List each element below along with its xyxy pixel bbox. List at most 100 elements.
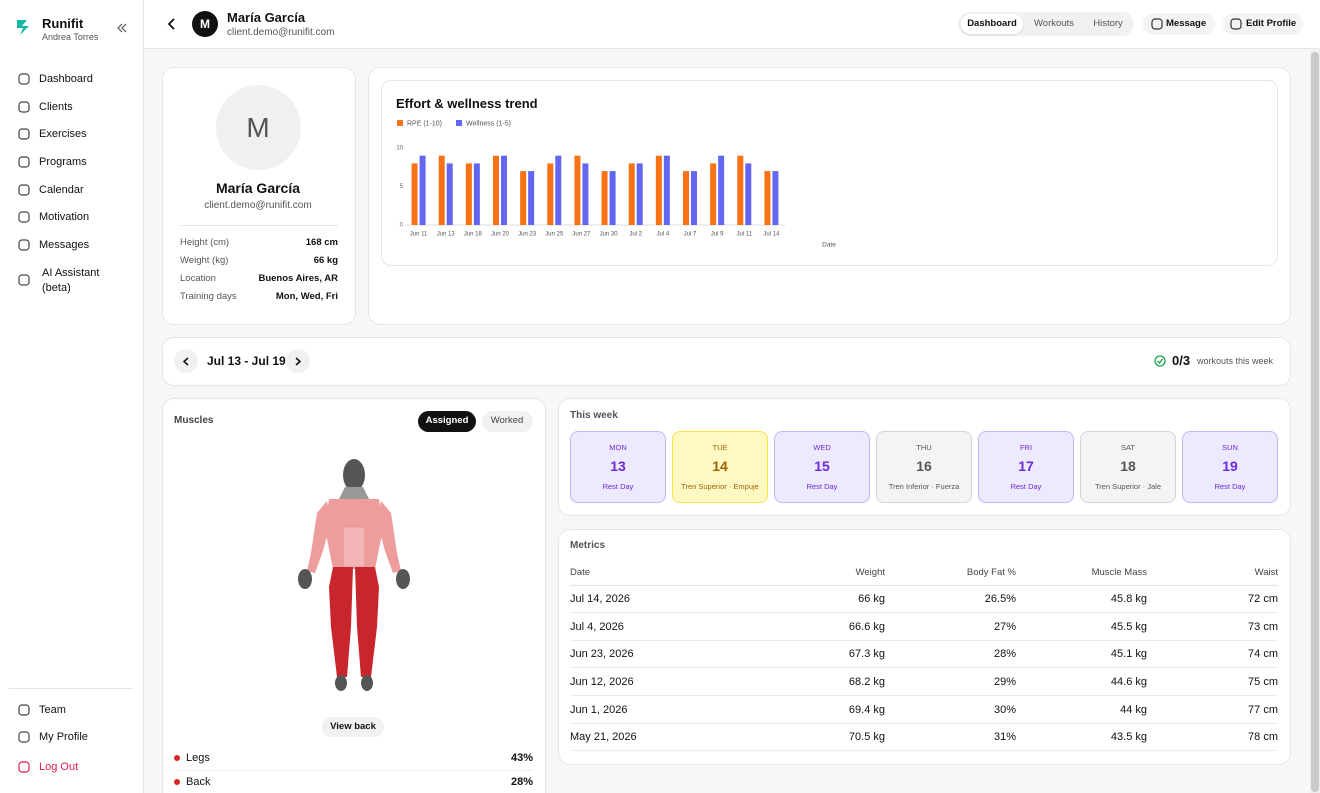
prev-arrow <box>182 357 189 366</box>
nav-item[interactable]: Team <box>39 704 66 716</box>
icon-shape <box>18 73 30 85</box>
day-label[interactable]: Rest Day <box>1010 482 1042 491</box>
day-cell[interactable] <box>672 431 768 503</box>
toggle-worked[interactable] <box>482 411 533 432</box>
bar <box>601 171 608 225</box>
toggle-label[interactable]: Worked <box>490 415 524 426</box>
nav-item[interactable]: Programs <box>39 156 87 168</box>
nav-item[interactable]: Motivation <box>39 211 90 223</box>
day-date[interactable]: 15 <box>814 458 830 474</box>
icon <box>1151 18 1163 30</box>
logo <box>17 20 29 35</box>
nav-item[interactable]: AI Assistant (beta) <box>42 267 100 294</box>
day-label[interactable]: Rest Day <box>1214 482 1246 491</box>
nav-item[interactable]: Calendar <box>39 184 84 196</box>
prev-week[interactable] <box>174 349 198 373</box>
day-label[interactable]: Rest Day <box>602 482 634 491</box>
nav-item[interactable]: Clients <box>39 101 73 113</box>
day-name[interactable]: SUN <box>1222 443 1238 452</box>
nav-item[interactable]: Dashboard <box>39 73 93 85</box>
icon <box>18 73 30 85</box>
abs <box>342 526 366 568</box>
head <box>343 459 365 491</box>
nav-item[interactable]: Log Out <box>39 761 79 773</box>
x-tick-label: Jun 25 <box>545 232 564 238</box>
field-value: Mon, Wed, Fri <box>275 291 338 302</box>
sidebar-divider <box>9 688 133 689</box>
nav-item[interactable]: Exercises <box>39 128 87 140</box>
metric-cell: 43.5 kg <box>1110 731 1147 743</box>
day-name[interactable]: FRI <box>1019 443 1033 452</box>
day-cell[interactable] <box>978 431 1074 503</box>
day-cell[interactable] <box>876 431 972 503</box>
day-date[interactable]: 16 <box>916 458 932 474</box>
day-date[interactable]: 19 <box>1222 458 1238 474</box>
day-name[interactable]: WED <box>813 443 831 452</box>
day-name[interactable]: TUE <box>712 443 728 452</box>
bar <box>745 163 752 225</box>
toggle-label[interactable]: Assigned <box>425 415 469 426</box>
day-label[interactable]: Tren Superior · Empuje <box>681 482 759 491</box>
metric-cell: May 21, 2026 <box>570 731 637 743</box>
week-range: Jul 13 - Jul 19 <box>207 354 286 368</box>
column-header: Waist <box>1254 567 1278 578</box>
x-axis-label: Date <box>822 242 836 249</box>
day-date[interactable]: 17 <box>1018 458 1034 474</box>
week-bar <box>162 337 1291 386</box>
day-label[interactable]: Tren Superior · Jale <box>1095 482 1161 491</box>
day-date[interactable]: 18 <box>1120 458 1136 474</box>
y-tick-label: 5 <box>400 184 404 190</box>
message-label[interactable]: Message <box>1166 18 1207 29</box>
day-label[interactable]: Tren Inferior · Fuerza <box>888 482 960 491</box>
metric-cell: 74 cm <box>1248 648 1278 660</box>
x-tick-label: Jul 9 <box>711 232 724 238</box>
logo-mark <box>17 20 29 35</box>
day-cell[interactable] <box>1182 431 1278 503</box>
row-divider <box>570 585 1278 586</box>
edit-profile-label[interactable]: Edit Profile <box>1246 18 1297 29</box>
body-figure <box>298 459 410 691</box>
day-cell[interactable] <box>1080 431 1176 503</box>
check-ring <box>1154 355 1166 367</box>
tab[interactable]: History <box>1093 18 1123 29</box>
bar <box>501 155 507 225</box>
icon <box>18 156 30 168</box>
nav-item[interactable]: Messages <box>39 239 90 251</box>
day-label[interactable]: Rest Day <box>806 482 838 491</box>
bar <box>764 171 771 225</box>
view-back-label[interactable]: View back <box>330 721 376 732</box>
next-week[interactable] <box>286 349 310 373</box>
day-date[interactable]: 13 <box>610 458 626 474</box>
field-label: Training days <box>180 291 237 302</box>
arrow <box>182 357 189 366</box>
nav-item[interactable]: My Profile <box>39 731 88 743</box>
icon <box>1230 18 1242 30</box>
metric-cell: 28% <box>993 648 1016 660</box>
toggle-assigned[interactable] <box>418 411 476 432</box>
message-button[interactable] <box>1143 13 1215 35</box>
metric-cell: Jun 12, 2026 <box>570 676 634 688</box>
edit-profile-button[interactable] <box>1223 13 1303 35</box>
day-name[interactable]: SAT <box>1120 443 1136 452</box>
metric-cell: 69.4 kg <box>848 704 885 716</box>
left-hand <box>298 569 312 589</box>
day-name[interactable]: MON <box>609 443 627 452</box>
day-cell[interactable] <box>774 431 870 503</box>
metric-cell: 29% <box>993 676 1016 688</box>
day-cell[interactable] <box>570 431 666 503</box>
day-date[interactable]: 14 <box>712 458 728 474</box>
icon <box>18 239 30 251</box>
profile-avatar-letter: M <box>246 112 270 143</box>
muscle-percent: 43% <box>510 752 533 764</box>
tab[interactable]: Dashboard <box>967 18 1017 29</box>
view-back-button[interactable] <box>322 717 384 737</box>
left-arm <box>307 501 331 573</box>
day-name[interactable]: THU <box>916 443 932 452</box>
bar <box>473 163 480 225</box>
muscle-dot <box>174 755 180 761</box>
muscle-divider <box>174 770 533 771</box>
tab[interactable]: Workouts <box>1034 18 1074 29</box>
x-tick-label: Jul 7 <box>684 232 697 238</box>
client-email: client.demo@runifit.com <box>227 27 335 38</box>
icon-shape <box>18 239 30 251</box>
